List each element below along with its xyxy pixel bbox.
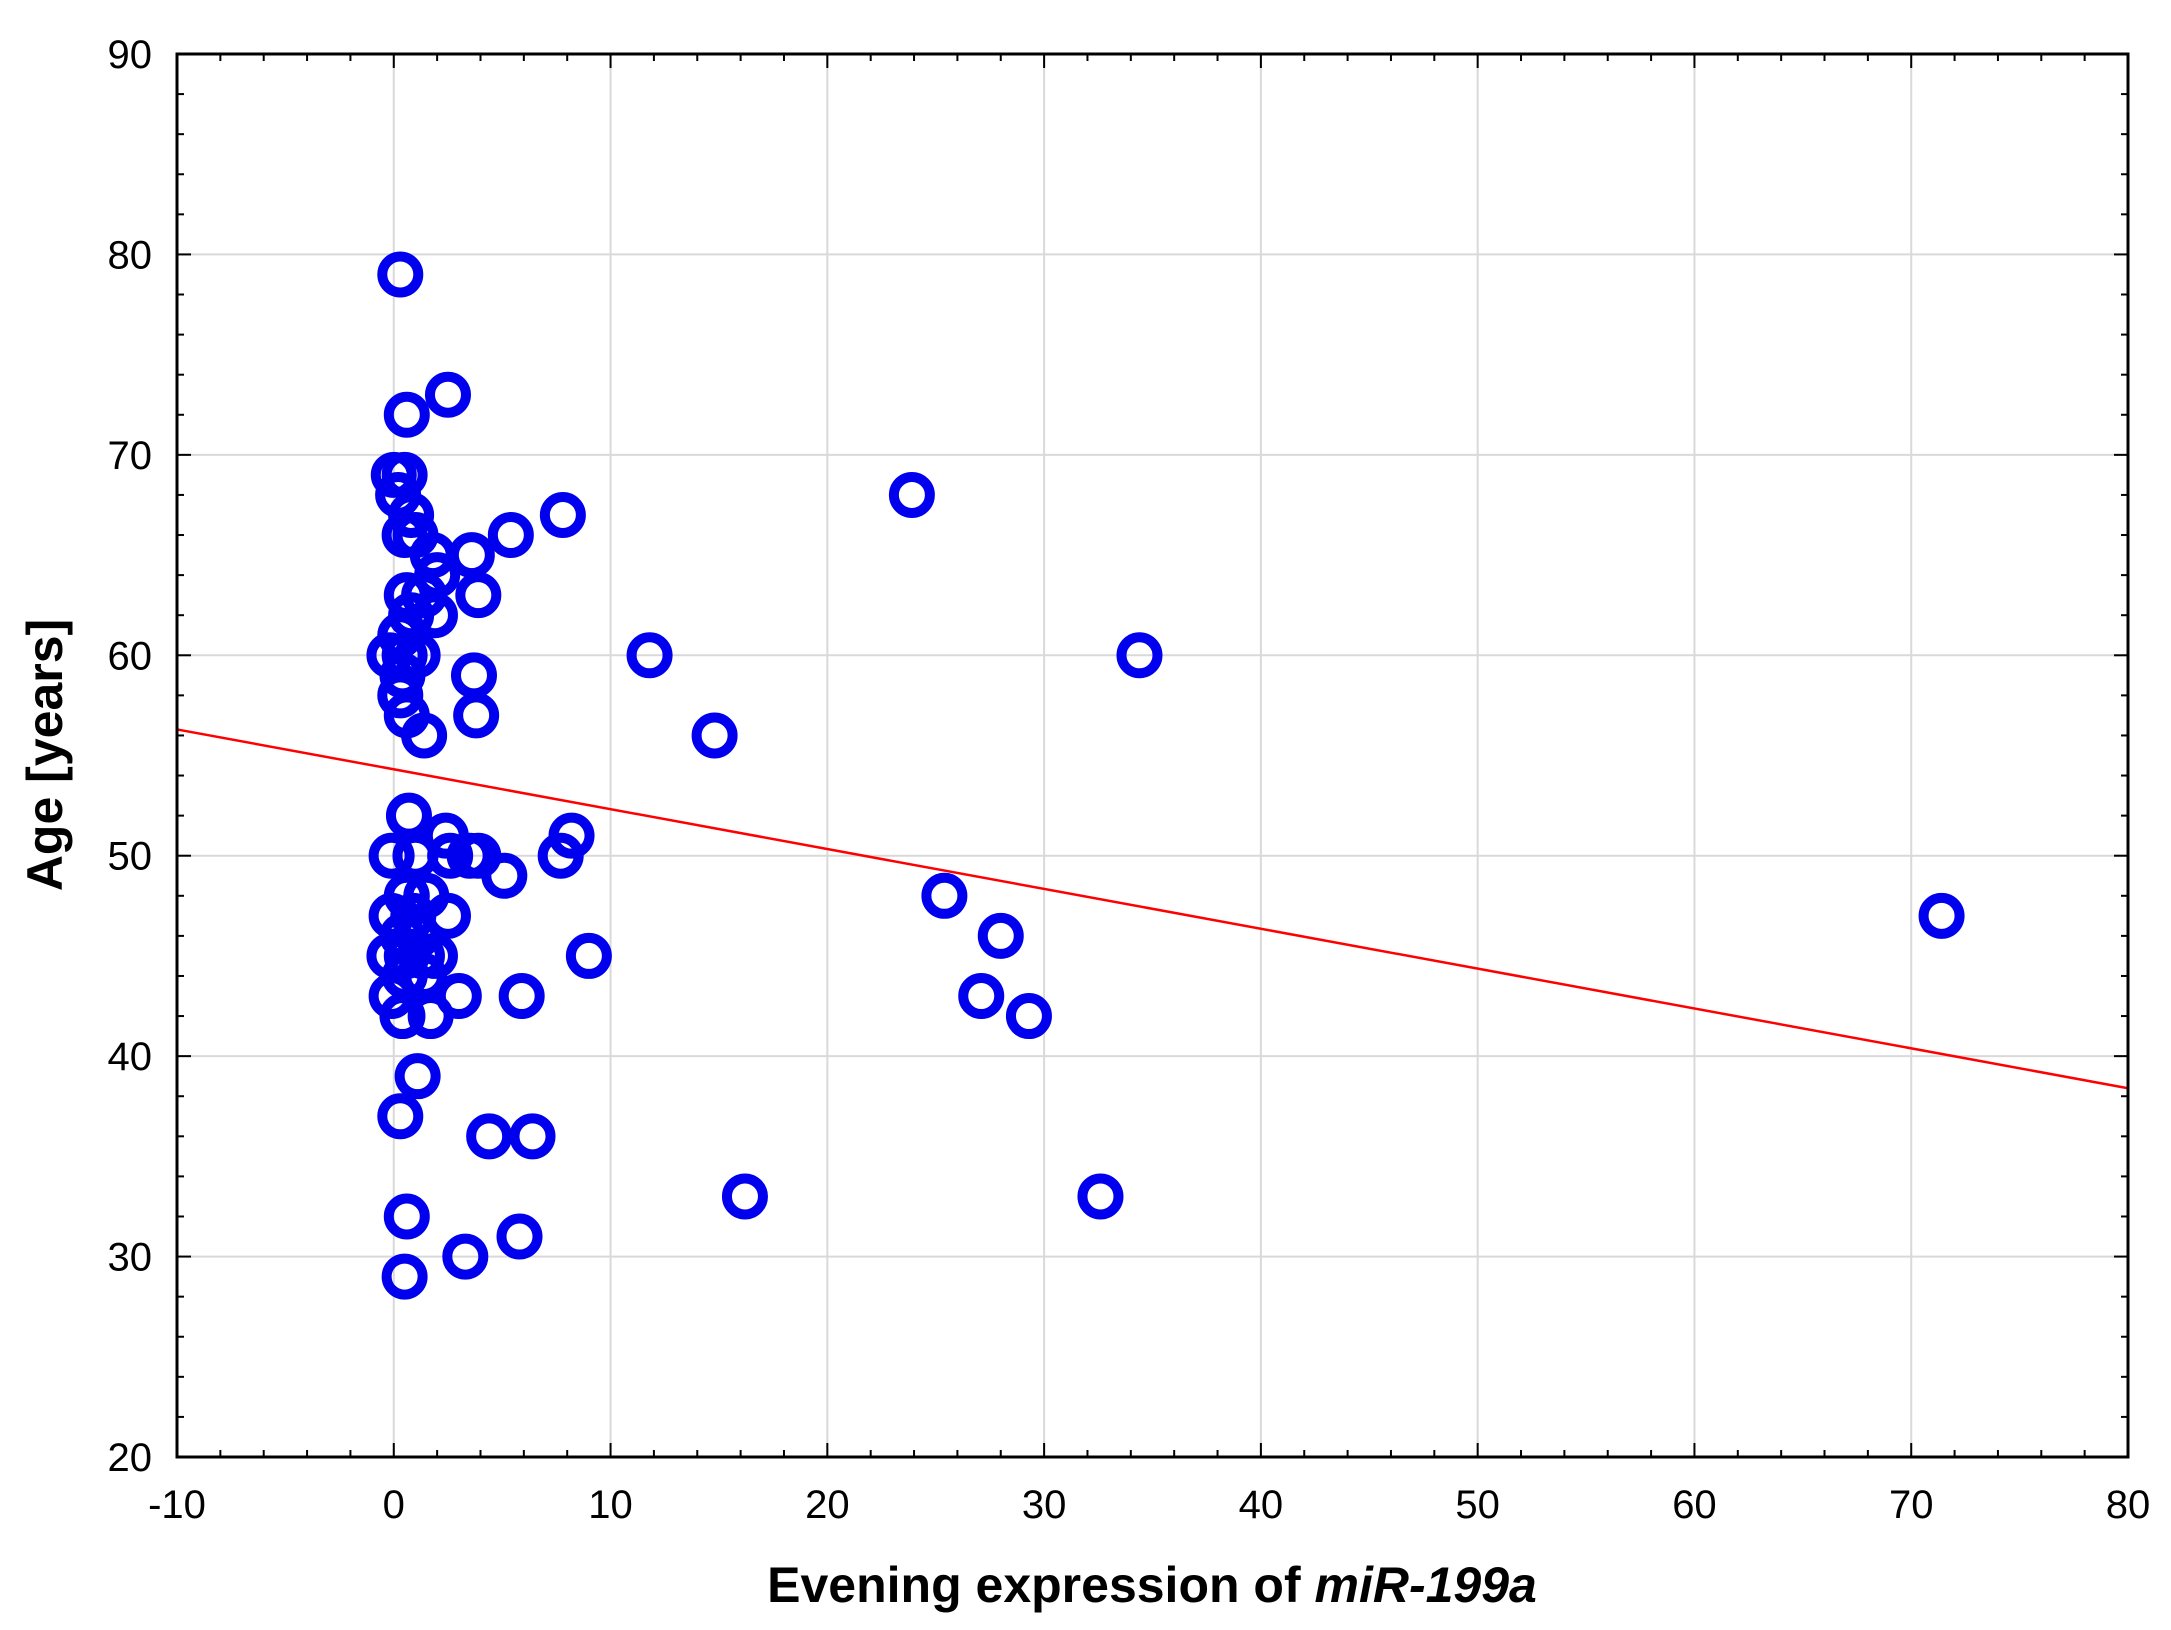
y-tick-label: 40 (108, 1035, 153, 1079)
data-point (539, 491, 586, 538)
data-point (455, 572, 502, 619)
data-point (487, 512, 534, 559)
data-point (381, 451, 428, 498)
data-point (481, 852, 528, 899)
data-point (368, 832, 415, 879)
data-point (379, 993, 426, 1040)
data-point (453, 692, 500, 739)
x-tick-label: 20 (805, 1483, 850, 1527)
trend-line-group (176, 728, 2129, 1090)
data-point (411, 592, 458, 639)
data-point (565, 932, 612, 979)
plot-frame (175, 52, 2130, 1459)
data-point (1077, 1173, 1124, 1220)
data-point (1918, 892, 1965, 939)
y-tick-labels: 20 30 40 50 60 70 80 90 (108, 33, 153, 1480)
data-point (498, 973, 545, 1020)
data-points (366, 251, 1965, 1300)
data-point (626, 632, 673, 679)
data-point (921, 872, 968, 919)
data-point (383, 391, 430, 438)
x-tick-label: 0 (383, 1483, 405, 1527)
x-tick-label: 40 (1239, 1483, 1284, 1527)
data-point (381, 1253, 428, 1300)
data-point (958, 973, 1005, 1020)
data-point (888, 471, 935, 518)
data-point (377, 251, 424, 298)
y-tick-label: 50 (108, 835, 153, 879)
data-point (427, 832, 474, 879)
data-point (383, 1193, 430, 1240)
y-tick-label: 20 (108, 1436, 153, 1480)
trend-line (176, 728, 2129, 1090)
data-point (388, 491, 435, 538)
data-point (1005, 993, 1052, 1040)
data-point (385, 792, 432, 839)
data-point (448, 532, 495, 579)
data-point (977, 912, 1024, 959)
data-point (466, 1113, 513, 1160)
data-point (401, 952, 448, 999)
x-tick-label: 50 (1455, 1483, 1500, 1527)
data-point (721, 1173, 768, 1220)
y-tick-label: 30 (108, 1236, 153, 1280)
data-point (496, 1213, 543, 1260)
data-point (377, 1093, 424, 1140)
y-axis-title: Age [years] (17, 619, 73, 891)
x-tick-label: 80 (2106, 1483, 2151, 1527)
x-axis-title: Evening expression of miR-199a (767, 1557, 1537, 1613)
y-tick-label: 90 (108, 33, 153, 77)
data-point (401, 712, 448, 759)
data-point (1116, 632, 1163, 679)
data-point (537, 832, 584, 879)
x-tick-label: 10 (588, 1483, 633, 1527)
data-point (407, 993, 454, 1040)
data-point (424, 371, 471, 418)
data-point (424, 892, 471, 939)
y-tick-label: 70 (108, 434, 153, 478)
x-tick-labels: -10 0 10 20 30 40 50 60 70 80 (148, 1483, 2150, 1527)
data-point (691, 712, 738, 759)
y-tick-label: 80 (108, 233, 153, 277)
x-tick-label: 70 (1889, 1483, 1934, 1527)
x-tick-label: -10 (148, 1483, 206, 1527)
x-axis-title-italic: miR-199a (1315, 1557, 1537, 1613)
axis-ticks (176, 53, 2129, 1458)
y-tick-label: 60 (108, 634, 153, 678)
data-point (509, 1113, 556, 1160)
x-tick-label: 30 (1022, 1483, 1067, 1527)
data-point (377, 672, 424, 719)
x-axis-title-prefix: Evening expression of (767, 1557, 1314, 1613)
data-point (394, 1053, 441, 1100)
data-point (442, 1233, 489, 1280)
x-tick-label: 60 (1672, 1483, 1717, 1527)
